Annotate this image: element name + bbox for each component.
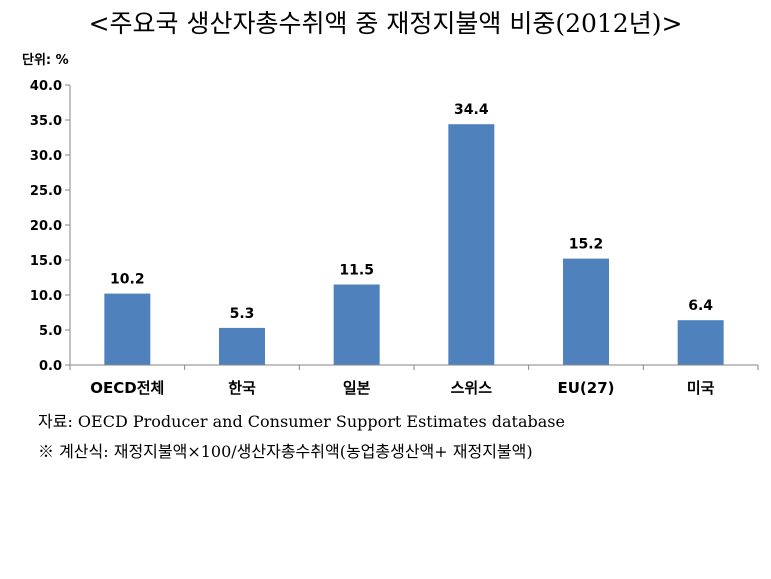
bar-value-label: 6.4 <box>688 298 713 314</box>
category-labels-group: OECD전체 한국 일본 스위스 EU(27) 미국 <box>90 379 714 397</box>
y-tick-label: 25.0 <box>30 184 62 199</box>
unit-label: 단위: % <box>22 52 69 68</box>
category-label: OECD전체 <box>90 379 164 397</box>
bar-value-label: 5.3 <box>230 306 255 322</box>
y-tick-label: 20.0 <box>30 219 62 234</box>
bars-group <box>104 124 724 365</box>
bar <box>448 124 495 365</box>
y-axis-ticks: 0.0 5.0 10.0 15.0 20.0 25.0 30.0 35.0 40.0 <box>30 79 70 374</box>
bar <box>333 284 380 365</box>
category-label: 스위스 <box>451 379 493 397</box>
y-tick-label: 30.0 <box>30 149 62 164</box>
y-tick-label: 10.0 <box>30 289 62 304</box>
formula-note: ※ 계산식: 재정지불액×100/생산자총수취액(농업총생산액+ 재정지불액) <box>38 442 533 461</box>
chart-title: <주요국 생산자총수취액 중 재정지불액 비중(2012년)> <box>88 9 683 38</box>
bar-value-label: 34.4 <box>454 102 489 118</box>
bar <box>104 293 151 365</box>
bar-value-label: 15.2 <box>569 237 604 253</box>
bar-value-label: 11.5 <box>339 263 374 279</box>
y-tick-label: 5.0 <box>39 324 62 339</box>
axes-group <box>69 85 759 370</box>
y-tick-label: 0.0 <box>39 359 62 374</box>
y-tick-label: 15.0 <box>30 254 62 269</box>
y-tick-label: 35.0 <box>30 114 62 129</box>
bar <box>563 258 609 365</box>
bar <box>677 320 724 365</box>
source-note: 자료: OECD Producer and Consumer Support E… <box>38 412 565 431</box>
bar <box>219 327 265 365</box>
value-labels-group: 10.2 5.3 11.5 34.4 15.2 6.4 <box>110 102 713 322</box>
category-label: 일본 <box>343 379 371 397</box>
category-label: 미국 <box>687 379 715 397</box>
bar-chart: 단위: % 0.0 5.0 10.0 15.0 20.0 25.0 30.0 35.0 40.0… <box>22 52 759 397</box>
category-label: 한국 <box>228 379 256 397</box>
category-label: EU(27) <box>557 379 614 397</box>
bar-value-label: 10.2 <box>110 272 145 288</box>
y-tick-label: 40.0 <box>30 79 62 94</box>
